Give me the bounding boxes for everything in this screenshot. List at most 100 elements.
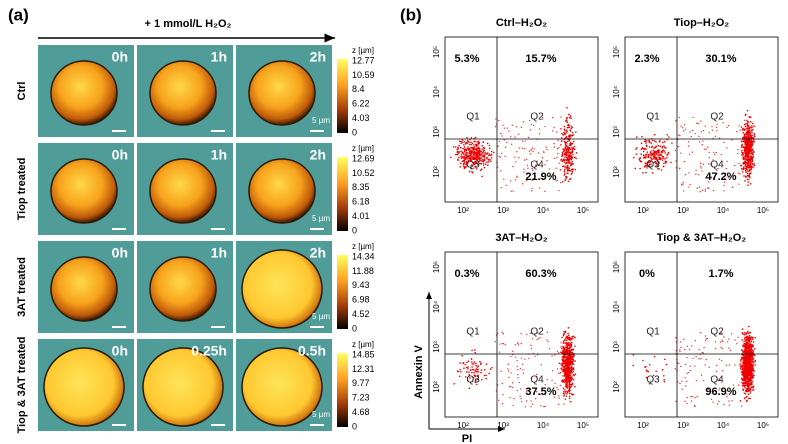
event-dot	[541, 364, 542, 365]
event-dot	[570, 165, 572, 167]
event-dot	[474, 349, 476, 351]
event-dot	[661, 169, 663, 171]
cell	[150, 257, 216, 321]
event-dot	[530, 129, 531, 130]
event-dot	[742, 388, 744, 390]
event-dot	[567, 365, 569, 367]
event-dot	[688, 145, 689, 146]
x-tick-label: 10⁵	[577, 206, 589, 215]
event-dot	[720, 347, 721, 348]
event-dot	[565, 368, 567, 370]
event-dot	[527, 165, 528, 166]
event-dot	[640, 153, 642, 155]
event-dot	[567, 117, 569, 119]
event-dot	[740, 165, 742, 167]
event-dot	[557, 153, 558, 154]
event-dot	[746, 145, 748, 147]
event-dot	[564, 379, 566, 381]
event-dot	[730, 350, 731, 351]
event-dot	[571, 375, 573, 377]
event-dot	[725, 365, 726, 366]
event-dot	[571, 368, 573, 370]
event-dot	[531, 188, 532, 189]
event-dot	[510, 356, 511, 357]
event-dot	[685, 364, 686, 365]
event-dot	[456, 149, 458, 151]
row-label: Tiop treated	[16, 158, 28, 221]
event-dot	[684, 161, 685, 162]
event-dot	[467, 368, 469, 370]
event-dot	[728, 400, 729, 401]
colorbar-tick: 12.69	[352, 153, 375, 163]
event-dot	[517, 369, 518, 370]
event-dot	[571, 358, 573, 360]
event-dot	[746, 136, 748, 138]
event-dot	[741, 150, 743, 152]
event-dot	[644, 366, 646, 368]
event-dot	[521, 127, 522, 128]
event-dot	[563, 391, 565, 393]
colorbar-tick: 12.31	[352, 364, 375, 374]
event-dot	[652, 172, 654, 174]
event-dot	[715, 341, 716, 342]
event-dot	[564, 376, 565, 377]
event-dot	[489, 148, 491, 150]
event-dot	[746, 344, 748, 346]
event-dot	[530, 400, 531, 401]
event-dot	[744, 338, 746, 340]
event-dot	[560, 351, 561, 352]
event-dot	[741, 405, 742, 406]
event-dot	[748, 136, 750, 138]
event-dot	[662, 158, 664, 160]
event-dot	[524, 159, 525, 160]
event-dot	[692, 396, 693, 397]
event-dot	[683, 130, 684, 131]
event-dot	[554, 146, 555, 147]
event-dot	[565, 380, 567, 382]
event-dot	[709, 132, 710, 133]
event-dot	[461, 355, 463, 357]
event-dot	[479, 157, 481, 159]
event-dot	[742, 328, 744, 330]
event-dot	[742, 360, 743, 361]
event-dot	[523, 169, 524, 170]
event-dot	[743, 358, 745, 360]
colorbar	[337, 255, 348, 329]
event-dot	[521, 343, 522, 344]
event-dot	[745, 141, 747, 143]
event-dot	[569, 136, 571, 138]
event-dot	[502, 383, 503, 384]
event-dot	[463, 154, 465, 156]
event-dot	[557, 180, 558, 181]
event-dot	[567, 121, 569, 123]
event-dot	[649, 364, 651, 366]
event-dot	[666, 161, 668, 163]
colorbar-unit: z [µm]	[352, 242, 374, 251]
event-dot	[675, 160, 676, 161]
event-dot	[751, 125, 753, 127]
event-dot	[690, 370, 691, 371]
event-dot	[683, 190, 684, 191]
event-dot	[651, 155, 653, 157]
event-dot	[646, 140, 648, 142]
event-dot	[471, 361, 473, 363]
event-dot	[552, 370, 553, 371]
event-dot	[750, 387, 752, 389]
event-dot	[660, 153, 662, 155]
event-dot	[750, 157, 752, 159]
event-dot	[750, 377, 752, 379]
event-dot	[463, 157, 465, 159]
event-dot	[457, 371, 459, 373]
event-dot	[570, 115, 572, 117]
event-dot	[565, 361, 567, 363]
event-dot	[749, 173, 751, 175]
event-dot	[678, 134, 679, 135]
event-dot	[501, 332, 502, 333]
event-dot	[645, 172, 647, 174]
event-dot	[703, 347, 704, 348]
event-dot	[709, 157, 710, 158]
event-dot	[639, 168, 641, 170]
event-dot	[484, 375, 486, 377]
event-dot	[658, 149, 660, 151]
